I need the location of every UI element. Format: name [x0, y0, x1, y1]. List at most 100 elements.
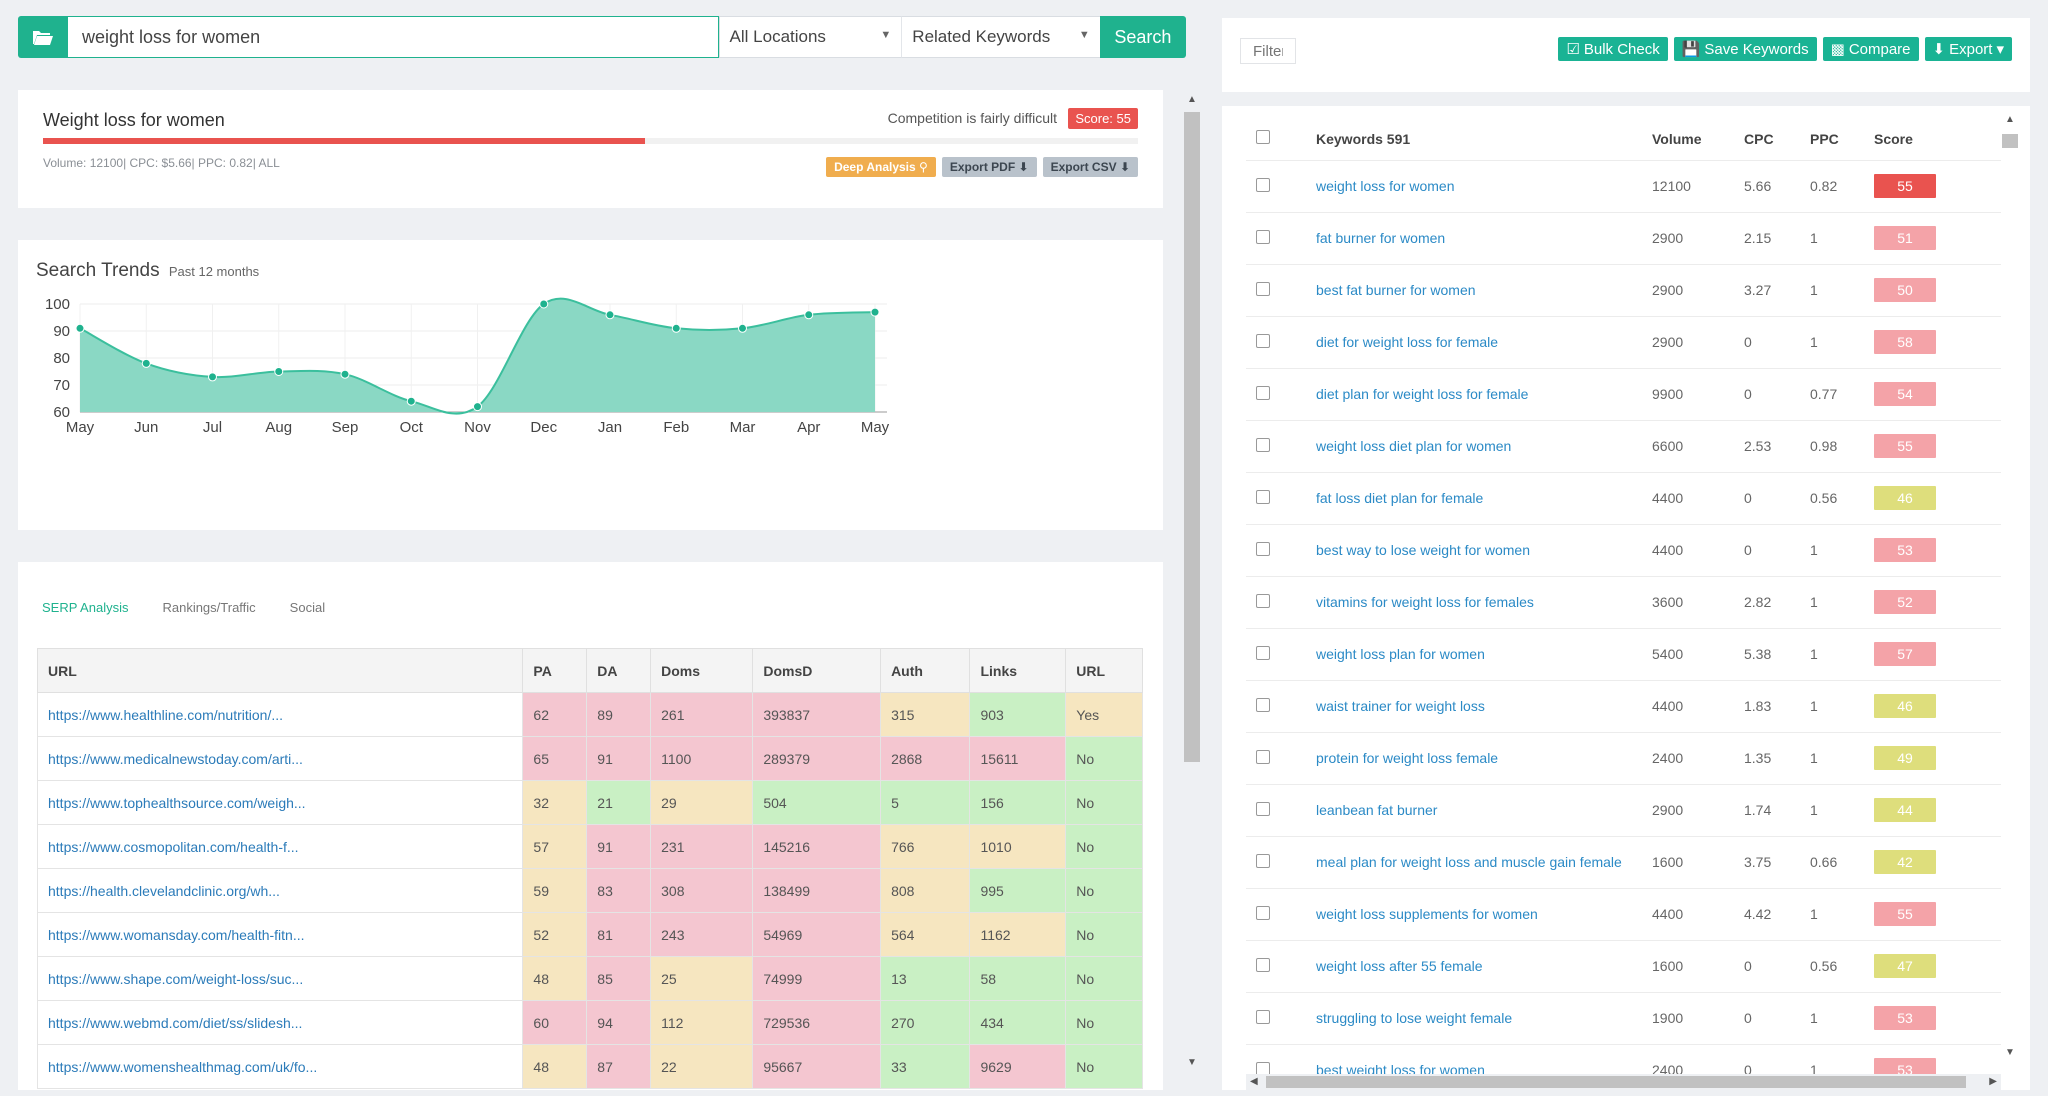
- keyword-link[interactable]: protein for weight loss female: [1316, 731, 1652, 784]
- row-checkbox[interactable]: [1256, 645, 1270, 660]
- cell-da: 85: [586, 956, 652, 1001]
- col-da[interactable]: DA: [586, 648, 652, 693]
- scroll-thumb[interactable]: [2002, 134, 2018, 148]
- open-folder-button[interactable]: [18, 16, 68, 58]
- bulk-check-button[interactable]: ☑ Bulk Check: [1558, 37, 1668, 61]
- keyword-link[interactable]: waist trainer for weight loss: [1316, 679, 1652, 732]
- scroll-up-icon[interactable]: ▲: [2005, 114, 2015, 125]
- row-checkbox[interactable]: [1256, 905, 1270, 920]
- x-tick-label: Feb: [663, 419, 689, 436]
- keyword-link[interactable]: vitamins for weight loss for females: [1316, 575, 1652, 628]
- keyword-link[interactable]: weight loss supplements for women: [1316, 887, 1652, 940]
- row-checkbox[interactable]: [1256, 697, 1270, 712]
- cell-auth: 808: [880, 868, 971, 913]
- row-checkbox[interactable]: [1256, 177, 1270, 192]
- result-url-link[interactable]: https://www.medicalnewstoday.com/arti...: [36, 736, 524, 781]
- keyword-link[interactable]: fat loss diet plan for female: [1316, 471, 1652, 524]
- search-button[interactable]: Search: [1099, 16, 1186, 58]
- scroll-down-icon[interactable]: ▼: [2005, 1047, 2015, 1058]
- serp-panel: SERP Analysis Rankings/Traffic Social URL P…: [18, 562, 1163, 1090]
- col-keywords[interactable]: Keywords 591: [1316, 130, 1411, 147]
- row-checkbox[interactable]: [1256, 385, 1270, 400]
- keyword-link[interactable]: struggling to lose weight female: [1316, 991, 1652, 1044]
- row-checkbox[interactable]: [1256, 749, 1270, 764]
- result-url-link[interactable]: https://www.healthline.com/nutrition/...: [36, 692, 524, 737]
- col-domsd[interactable]: DomsD: [752, 648, 882, 693]
- col-auth[interactable]: Auth: [880, 648, 971, 693]
- row-checkbox[interactable]: [1256, 957, 1270, 972]
- mode-select[interactable]: Related Keywords ▼: [901, 16, 1100, 58]
- keyword-link[interactable]: weight loss for women: [1316, 159, 1652, 212]
- save-keywords-button[interactable]: 💾 Save Keywords: [1673, 37, 1817, 61]
- export-button[interactable]: ⬇ Export ▾: [1924, 37, 2012, 61]
- scroll-down-icon[interactable]: ▼: [1187, 1057, 1197, 1068]
- cell-da: 91: [586, 824, 652, 869]
- keyword-search-input[interactable]: [67, 16, 719, 58]
- col-url-2[interactable]: URL: [1065, 648, 1143, 693]
- left-scrollbar[interactable]: ▲ ▼: [1182, 92, 1202, 1070]
- keyword-link[interactable]: diet plan for weight loss for female: [1316, 367, 1652, 420]
- keyword-link[interactable]: diet for weight loss for female: [1316, 315, 1652, 368]
- row-checkbox[interactable]: [1256, 333, 1270, 348]
- location-select[interactable]: All Locations ▼: [718, 16, 902, 58]
- scroll-thumb[interactable]: [1266, 1076, 1966, 1088]
- result-url-link[interactable]: https://health.clevelandclinic.org/wh...: [36, 868, 524, 913]
- tab-rankings-traffic[interactable]: Rankings/Traffic: [162, 600, 256, 615]
- col-ppc[interactable]: PPC: [1810, 130, 1839, 147]
- keyword-link[interactable]: fat burner for women: [1316, 211, 1652, 264]
- result-url-link[interactable]: https://www.webmd.com/diet/ss/slidesh...: [36, 1000, 524, 1045]
- keyword-link[interactable]: weight loss plan for women: [1316, 627, 1652, 680]
- tab-social[interactable]: Social: [289, 600, 326, 615]
- result-url-link[interactable]: https://www.womenshealthmag.com/uk/fo...: [36, 1044, 524, 1089]
- filter-input[interactable]: [1240, 38, 1296, 64]
- result-url-link[interactable]: https://www.shape.com/weight-loss/suc...: [36, 956, 524, 1001]
- col-doms[interactable]: Doms: [650, 648, 754, 693]
- row-checkbox[interactable]: [1256, 229, 1270, 244]
- mode-select-value: Related Keywords: [912, 27, 1051, 46]
- keywords-hscrollbar[interactable]: ◀ ▶: [1246, 1074, 2001, 1090]
- result-url-link[interactable]: https://www.cosmopolitan.com/health-f...: [36, 824, 524, 869]
- deep-analysis-button[interactable]: Deep Analysis ⚲: [826, 157, 936, 177]
- row-checkbox[interactable]: [1256, 801, 1270, 816]
- keyword-link[interactable]: weight loss diet plan for women: [1316, 419, 1652, 472]
- col-url[interactable]: URL: [36, 648, 524, 693]
- col-links[interactable]: Links: [969, 648, 1067, 693]
- result-url-link[interactable]: https://www.tophealthsource.com/weigh...: [36, 780, 524, 825]
- export-pdf-button[interactable]: Export PDF ⬇: [941, 157, 1037, 177]
- keyword-link[interactable]: weight loss after 55 female: [1316, 939, 1652, 992]
- scroll-thumb[interactable]: [1184, 112, 1200, 762]
- row-checkbox[interactable]: [1256, 281, 1270, 296]
- cell-volume: 1600: [1652, 939, 1744, 992]
- keywords-scrollbar[interactable]: ▲ ▼: [2002, 112, 2018, 1060]
- cell-pa: 65: [522, 736, 588, 781]
- row-checkbox[interactable]: [1256, 853, 1270, 868]
- cell-volume: 2900: [1652, 263, 1744, 316]
- export-csv-button[interactable]: Export CSV ⬇: [1042, 157, 1138, 177]
- col-score[interactable]: Score: [1874, 130, 1913, 147]
- select-all-checkbox[interactable]: [1256, 130, 1270, 145]
- result-url-link[interactable]: https://www.womansday.com/health-fitn...: [36, 912, 524, 957]
- row-checkbox[interactable]: [1256, 541, 1270, 556]
- row-checkbox[interactable]: [1256, 593, 1270, 608]
- scroll-right-icon[interactable]: ▶: [1989, 1076, 1997, 1087]
- col-cpc[interactable]: CPC: [1744, 130, 1774, 147]
- scroll-left-icon[interactable]: ◀: [1250, 1076, 1258, 1087]
- keyword-link[interactable]: leanbean fat burner: [1316, 783, 1652, 836]
- cell-score: 51: [1874, 211, 2001, 264]
- keyword-link[interactable]: best fat burner for women: [1316, 263, 1652, 316]
- cell-cpc: 5.66: [1744, 159, 1810, 212]
- row-checkbox[interactable]: [1256, 489, 1270, 504]
- keyword-link[interactable]: best way to lose weight for women: [1316, 523, 1652, 576]
- tab-serp-analysis[interactable]: SERP Analysis: [42, 600, 129, 615]
- col-volume[interactable]: Volume: [1652, 130, 1702, 147]
- x-tick-label: Dec: [530, 419, 557, 436]
- keywords-table-body: weight loss for women 12100 5.66 0.82 55 fat …: [1246, 159, 2001, 1096]
- compare-button[interactable]: ▩ Compare: [1822, 37, 1919, 61]
- col-pa[interactable]: PA: [522, 648, 588, 693]
- row-checkbox[interactable]: [1256, 1009, 1270, 1024]
- score-badge: 46: [1874, 486, 1936, 510]
- scroll-up-icon[interactable]: ▲: [1187, 94, 1197, 105]
- keyword-link[interactable]: meal plan for weight loss and muscle gai…: [1316, 835, 1652, 888]
- score-badge: 44: [1874, 798, 1936, 822]
- row-checkbox[interactable]: [1256, 437, 1270, 452]
